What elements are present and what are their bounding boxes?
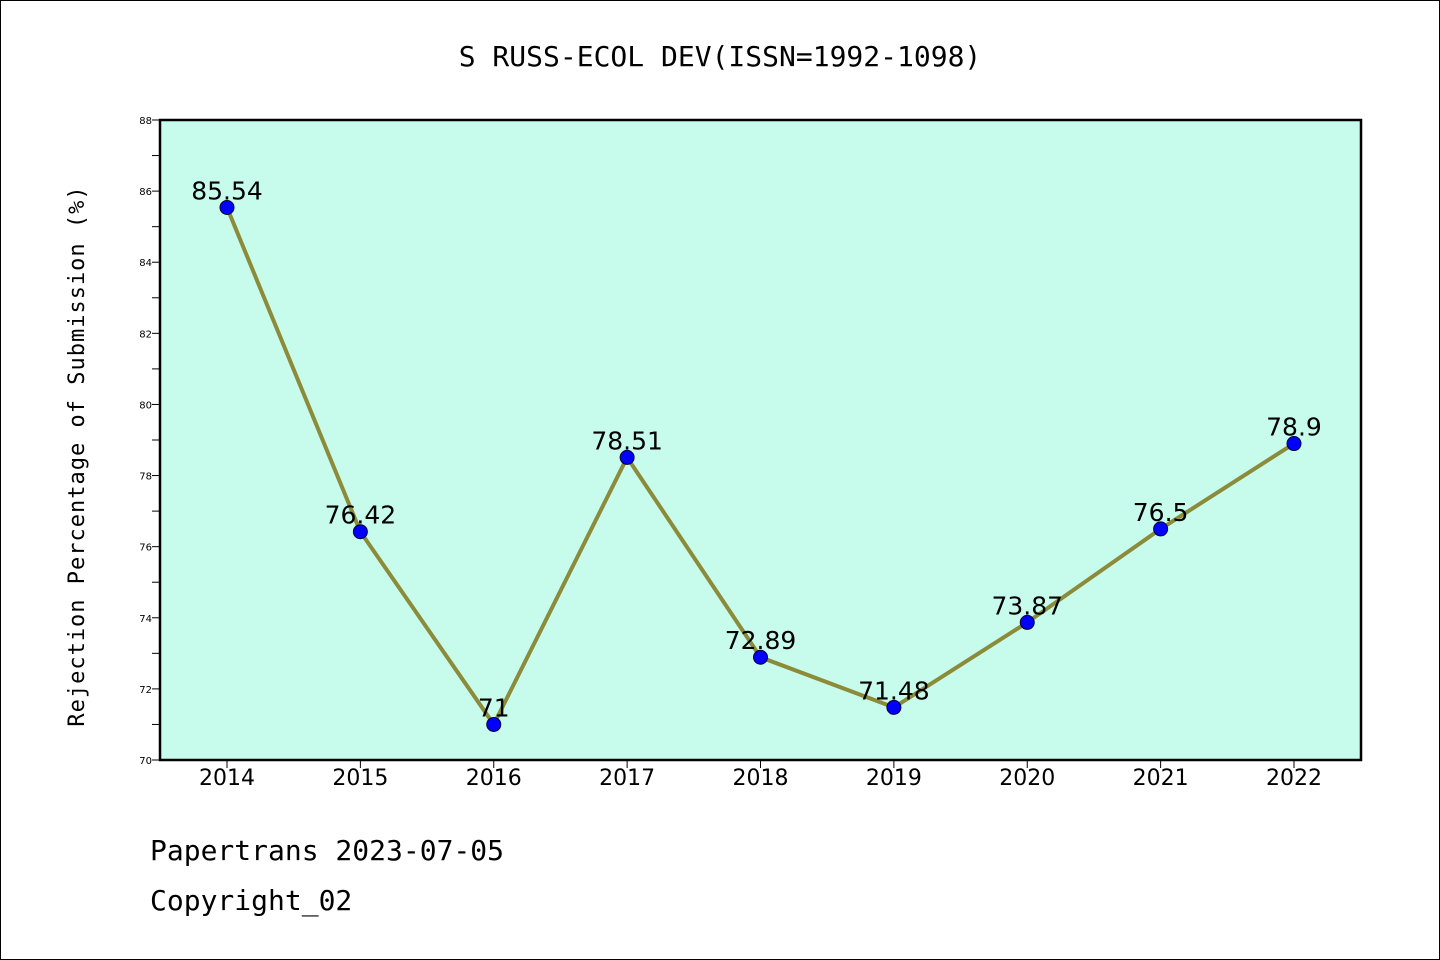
data-point <box>486 716 502 732</box>
data-labels: 85.54 76.42 71 78.51 72.89 71.48 73.87 76.5 78.9 <box>191 176 1322 722</box>
x-tick-label: 2015 <box>332 766 388 791</box>
y-tick-label: 70 <box>139 756 152 767</box>
data-label: 72.89 <box>725 626 797 655</box>
y-tick-label: 74 <box>139 614 152 625</box>
y-axis-ticks: 70 72 74 76 78 80 82 84 86 88 <box>139 116 160 767</box>
data-point <box>619 449 635 465</box>
y-tick-label: 84 <box>139 258 152 269</box>
x-tick-label: 2020 <box>999 766 1055 791</box>
data-label: 76.5 <box>1133 498 1189 527</box>
x-tick-label: 2018 <box>733 766 789 791</box>
y-tick-label: 78 <box>139 472 152 483</box>
x-tick-label: 2017 <box>599 766 655 791</box>
x-tick-label: 2014 <box>199 766 255 791</box>
y-tick-label: 72 <box>139 685 152 696</box>
x-axis-ticks: 2014 2015 2016 2017 2018 2019 2020 2021 2022 <box>199 760 1322 791</box>
x-tick-label: 2022 <box>1266 766 1322 791</box>
data-point <box>1153 521 1169 537</box>
data-point <box>753 649 768 665</box>
y-tick-label: 86 <box>139 187 152 198</box>
footer-date: Papertrans 2023-07-05 <box>150 834 505 867</box>
data-label: 78.9 <box>1266 413 1322 442</box>
data-label: 76.42 <box>325 501 397 530</box>
y-tick-label: 76 <box>139 543 152 554</box>
footer-copyright: Copyright_02 <box>150 884 353 917</box>
data-point <box>1019 614 1035 630</box>
data-label: 78.51 <box>591 426 663 455</box>
data-point <box>886 699 902 715</box>
data-point <box>219 199 235 215</box>
chart-title: S RUSS-ECOL DEV(ISSN=1992-1098) <box>459 40 982 73</box>
data-label: 73.87 <box>991 591 1063 620</box>
data-markers <box>219 199 1302 732</box>
x-tick-label: 2016 <box>466 766 522 791</box>
data-label: 85.54 <box>191 176 263 205</box>
data-point <box>352 524 368 540</box>
data-point <box>1286 436 1302 452</box>
y-tick-label: 82 <box>139 329 152 340</box>
x-tick-label: 2021 <box>1133 766 1189 791</box>
data-label: 71.48 <box>858 676 930 705</box>
y-tick-label: 80 <box>139 400 152 411</box>
y-axis-label: Rejection Percentage of Submission (%) <box>65 185 90 726</box>
x-tick-label: 2019 <box>866 766 922 791</box>
data-label: 71 <box>478 693 510 722</box>
y-tick-label: 88 <box>139 116 152 127</box>
